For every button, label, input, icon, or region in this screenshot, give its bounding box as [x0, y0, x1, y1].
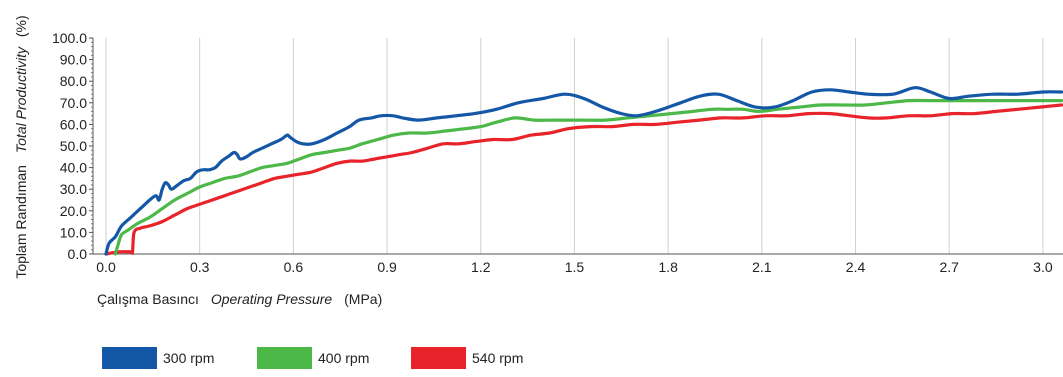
y-tick-label: 80.0 [60, 73, 87, 89]
legend-swatch [102, 347, 157, 369]
legend-label: 540 rpm [472, 350, 523, 366]
y-tick-label: 100.0 [52, 30, 87, 46]
legend-label: 300 rpm [163, 350, 214, 366]
y-tick-label: 30.0 [60, 181, 87, 197]
x-tick-label: 2.7 [939, 259, 959, 275]
x-tick-label: 1.5 [565, 259, 585, 275]
y-tick-label: 70.0 [60, 95, 87, 111]
x-tick-label: 0.6 [284, 259, 304, 275]
x-tick-label: 0.3 [190, 259, 210, 275]
x-tick-label: 2.1 [752, 259, 772, 275]
axes [92, 38, 1063, 255]
legend-swatch [411, 347, 466, 369]
y-tick-label: 90.0 [60, 52, 87, 68]
series-line-400-rpm [113, 98, 1063, 256]
legend-label: 400 rpm [318, 350, 369, 366]
x-tick-label: 2.4 [846, 259, 866, 275]
y-axis-ticks: 0.0 10.0 20.0 30.0 40.0 50.0 60.0 70.0 80.0 90.0 1… [52, 30, 93, 262]
y-axis-label: Toplam Randıman Total Productivity (%) [13, 15, 29, 278]
x-axis-ticks: 0.0 0.3 0.6 0.9 1.2 1.5 1.8 2.1 2.4 2.7 3.0 [96, 259, 1053, 275]
series-line-540-rpm [104, 103, 1063, 256]
x-tick-label: 1.2 [471, 259, 491, 275]
y-tick-label: 20.0 [60, 203, 87, 219]
x-tick-label: 0.0 [96, 259, 116, 275]
grid-lines [105, 38, 1044, 254]
x-tick-label: 0.9 [377, 259, 397, 275]
x-tick-label: 1.8 [658, 259, 678, 275]
series-line-300-rpm [104, 86, 1063, 256]
series-lines [104, 86, 1063, 256]
y-tick-label: 10.0 [60, 224, 87, 240]
x-tick-label: 3.0 [1033, 259, 1053, 275]
y-tick-label: 50.0 [60, 138, 87, 154]
y-tick-label: 0.0 [68, 246, 88, 262]
y-tick-label: 60.0 [60, 116, 87, 132]
y-tick-label: 40.0 [60, 160, 87, 176]
legend: 300 rpm 400 rpm 540 rpm [102, 347, 523, 369]
legend-swatch [257, 347, 312, 369]
x-axis-label: Çalışma Basıncı Operating Pressure (MPa) [97, 291, 382, 307]
